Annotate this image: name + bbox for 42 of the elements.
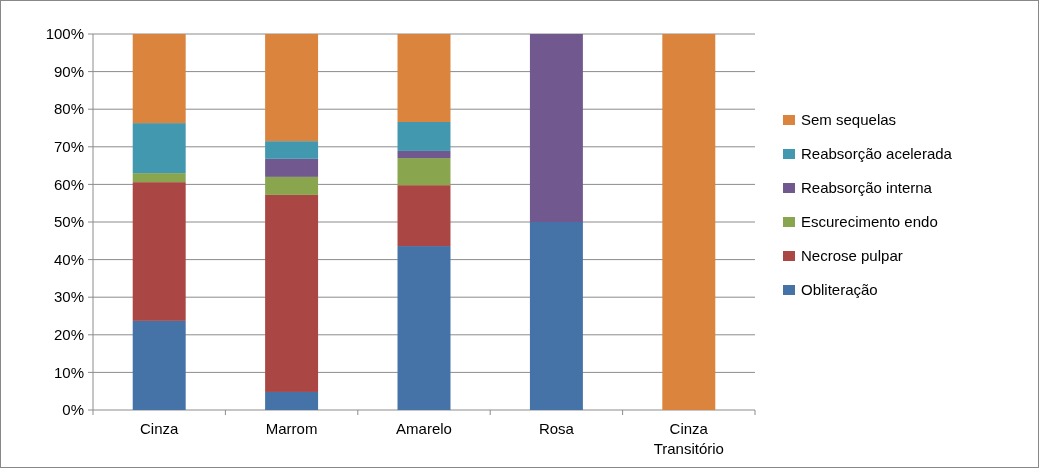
bar <box>265 158 319 177</box>
bar <box>265 176 319 195</box>
bar <box>132 320 186 410</box>
y-tick-label: 10% <box>53 363 84 381</box>
y-tick-label: 50% <box>53 213 84 231</box>
legend-label: Obliteração <box>801 281 878 299</box>
bar <box>397 121 451 151</box>
x-tick-label: Amarelo <box>396 420 452 437</box>
y-tick-label: 90% <box>53 62 84 80</box>
bar <box>265 141 319 159</box>
bar <box>397 185 451 247</box>
bar <box>132 173 186 183</box>
bar <box>662 34 716 410</box>
bar <box>132 123 186 174</box>
legend-label: Sem sequelas <box>801 111 897 129</box>
y-tick-label: 100% <box>45 25 84 43</box>
bar <box>397 246 451 410</box>
y-tick-label: 30% <box>53 288 84 306</box>
bar <box>132 182 186 321</box>
bar <box>265 391 319 410</box>
legend-label: Necrose pulpar <box>801 247 903 265</box>
bar <box>265 34 319 142</box>
legend-label: Escurecimento endo <box>801 213 938 231</box>
bar <box>529 222 583 410</box>
y-tick-label: 0% <box>62 401 84 419</box>
y-tick-label: 80% <box>53 100 84 118</box>
y-tick-label: 70% <box>53 138 84 156</box>
bar <box>265 194 319 392</box>
bar <box>529 34 583 222</box>
y-tick-label: 20% <box>53 326 84 344</box>
x-tick-label: Rosa <box>538 420 575 437</box>
x-tick-label: Marrom <box>265 420 318 437</box>
bar <box>397 34 451 122</box>
y-tick-label: 40% <box>53 250 84 268</box>
y-tick-label: 60% <box>53 175 84 193</box>
x-tick-label: Cinza Transitório <box>653 420 724 457</box>
bar <box>397 158 451 186</box>
legend-label: Reabsorção interna <box>801 179 933 197</box>
legend-label: Reabsorção acelerada <box>801 145 953 163</box>
bar <box>132 34 186 124</box>
bar <box>397 150 451 159</box>
x-tick-label: Cinza <box>140 420 180 437</box>
